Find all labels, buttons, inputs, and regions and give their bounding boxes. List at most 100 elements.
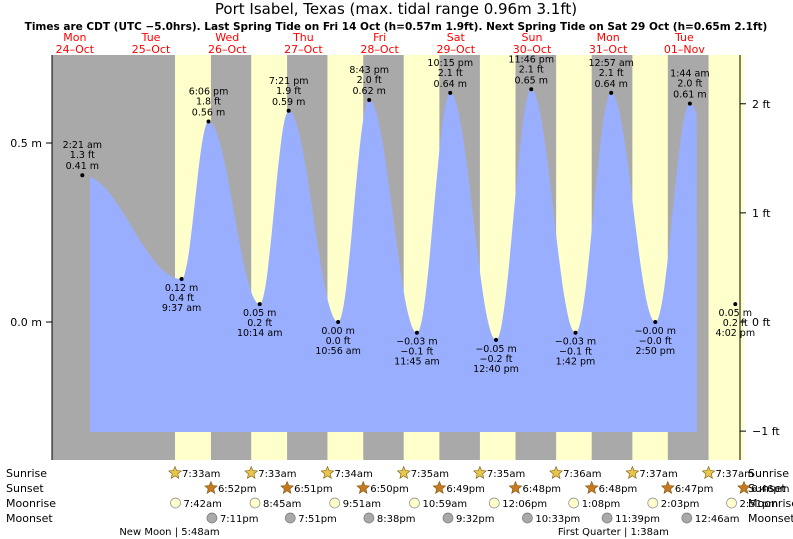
day-of-week-label: Mon — [597, 31, 620, 44]
date-label: 28–Oct — [360, 43, 399, 56]
day-of-week-label: Sun — [522, 31, 543, 44]
sunset-row-label-left: Sunset — [6, 482, 44, 495]
right-axis-tick-label: 0 ft — [752, 316, 771, 329]
sunset-icon — [584, 480, 599, 494]
moonrise-icon — [409, 497, 420, 509]
tide-point — [733, 302, 738, 307]
sunset-time: 6:48pm — [599, 484, 638, 495]
moonset-icon — [284, 512, 296, 524]
sunset-icon — [204, 480, 218, 494]
day-of-week-label: Sat — [447, 31, 466, 44]
moonrise-row-label-left: Moonrise — [6, 497, 56, 510]
tide-time-label: 6:06 pm — [189, 87, 229, 98]
day-of-week-label: Fri — [373, 31, 386, 44]
tide-point — [367, 98, 372, 103]
tide-ft-label: 0.0 ft — [326, 336, 351, 347]
tide-ft-label: 2.0 ft — [677, 79, 702, 90]
moonset-icon — [601, 512, 613, 524]
right-axis-tick-label: 1 ft — [752, 207, 771, 220]
tide-m-label: 0.62 m — [352, 86, 385, 97]
tide-ft-label: 0.2 ft — [723, 318, 748, 329]
tide-ft-label: 0.2 ft — [247, 318, 272, 329]
chart-title: Port Isabel, Texas (max. tidal range 0.9… — [215, 0, 577, 18]
tide-water-area — [90, 89, 697, 433]
sunrise-icon — [549, 465, 564, 479]
tide-ft-label: −0.1 ft — [400, 347, 433, 358]
sunrise-time: 7:34am — [334, 469, 372, 480]
tide-point — [687, 101, 692, 106]
tide-m-label: 0.59 m — [272, 97, 305, 108]
tide-point — [414, 330, 419, 335]
tide-time-label: 7:21 pm — [269, 76, 309, 87]
tide-ft-label: 0.4 ft — [169, 293, 194, 304]
tide-labels: 2:21 am1.3 ft0.41 m 0.12 m0.4 ft9:37 am 6:… — [63, 54, 756, 375]
tide-time-label: 9:37 am — [162, 303, 201, 314]
tide-m-label: 0.64 m — [434, 79, 467, 90]
tide-m-label: 0.64 m — [594, 79, 627, 90]
chart-axes: 0.0 m0.5 m−1 ft0 ft1 ft2 ftMon24–OctTue2… — [10, 31, 780, 460]
sunrise-time: 7:36am — [563, 469, 601, 480]
sunset-icon — [737, 480, 751, 494]
moonset-time: 8:38pm — [377, 514, 416, 525]
sunset-icon — [432, 480, 447, 494]
sunrise-row-label-right: Sunrise — [748, 467, 789, 480]
tide-time-label: 11:46 pm — [508, 54, 554, 65]
day-of-week-label: Tue — [674, 31, 694, 44]
sunrise-time: 7:33am — [258, 469, 296, 480]
tide-m-label: 0.61 m — [673, 90, 706, 101]
sun-moon-rows: Sunrise Sunrise Sunset Sunset Moonrise Moonri… — [6, 465, 793, 538]
right-axis-tick-label: −1 ft — [752, 425, 780, 438]
moonset-row-label-right: Moonset — [748, 512, 793, 525]
sunset-time: 6:47pm — [675, 484, 714, 495]
moonrise-icon — [170, 497, 181, 509]
moonset-time: 9:32pm — [456, 514, 495, 525]
tide-time-label: 4:02 pm — [715, 328, 755, 339]
date-label: 26–Oct — [208, 43, 247, 56]
moonset-time: 7:51pm — [298, 514, 337, 525]
tide-m-label: 0.41 m — [66, 161, 99, 172]
moonset-time: 11:39pm — [615, 514, 660, 525]
tide-time-label: 10:15 pm — [427, 58, 473, 69]
left-axis-tick-label: 0.0 m — [10, 316, 42, 329]
day-of-week-label: Thu — [292, 31, 314, 44]
right-axis-tick-label: 2 ft — [752, 98, 771, 111]
moonset-time: 12:46am — [695, 514, 740, 525]
tide-ft-label: −0.2 ft — [480, 354, 513, 365]
moonrise-icon — [726, 497, 737, 509]
sunrise-time: 7:33am — [182, 469, 220, 480]
sunrise-time: 7:35am — [487, 469, 525, 480]
tide-time-label: 2:21 am — [63, 140, 102, 151]
tide-m-label: −0.00 m — [635, 326, 676, 337]
day-of-week-label: Tue — [141, 31, 161, 44]
moonset-time: 10:33pm — [535, 514, 580, 525]
sunrise-time: 7:37am — [639, 469, 677, 480]
tide-time-label: 12:40 pm — [473, 364, 519, 375]
chart-subtitle: Times are CDT (UTC −5.0hrs). Last Spring… — [25, 21, 768, 33]
moonset-icon — [681, 512, 693, 524]
tide-point — [653, 320, 658, 324]
sunrise-icon — [625, 465, 640, 479]
day-of-week-label: Wed — [215, 31, 239, 44]
tide-time-label: 2:50 pm — [635, 346, 675, 357]
daylight-band — [708, 55, 744, 460]
tide-ft-label: 2.0 ft — [357, 75, 382, 86]
tide-point — [448, 90, 453, 95]
tide-point — [257, 302, 262, 307]
sunset-icon — [508, 480, 523, 494]
sunrise-icon — [168, 465, 182, 479]
moon-phase-label: New Moon | 5:48am — [119, 527, 219, 538]
date-label: 24–Oct — [56, 43, 95, 56]
sunset-time: 6:49pm — [446, 484, 485, 495]
sunset-time: 6:46pm — [751, 484, 790, 495]
sunset-icon — [660, 480, 675, 494]
sunset-icon — [280, 480, 295, 494]
moonrise-time: 7:42am — [183, 499, 221, 510]
tide-m-label: 0.65 m — [515, 75, 548, 86]
tide-ft-label: 1.3 ft — [70, 150, 95, 161]
date-label: 25–Oct — [132, 43, 171, 56]
moon-phase-label: First Quarter | 1:38am — [558, 527, 669, 538]
moonset-row-label-left: Moonset — [6, 512, 53, 525]
tide-time-label: 1:42 pm — [556, 357, 596, 368]
tide-ft-label: 2.1 ft — [599, 68, 624, 79]
